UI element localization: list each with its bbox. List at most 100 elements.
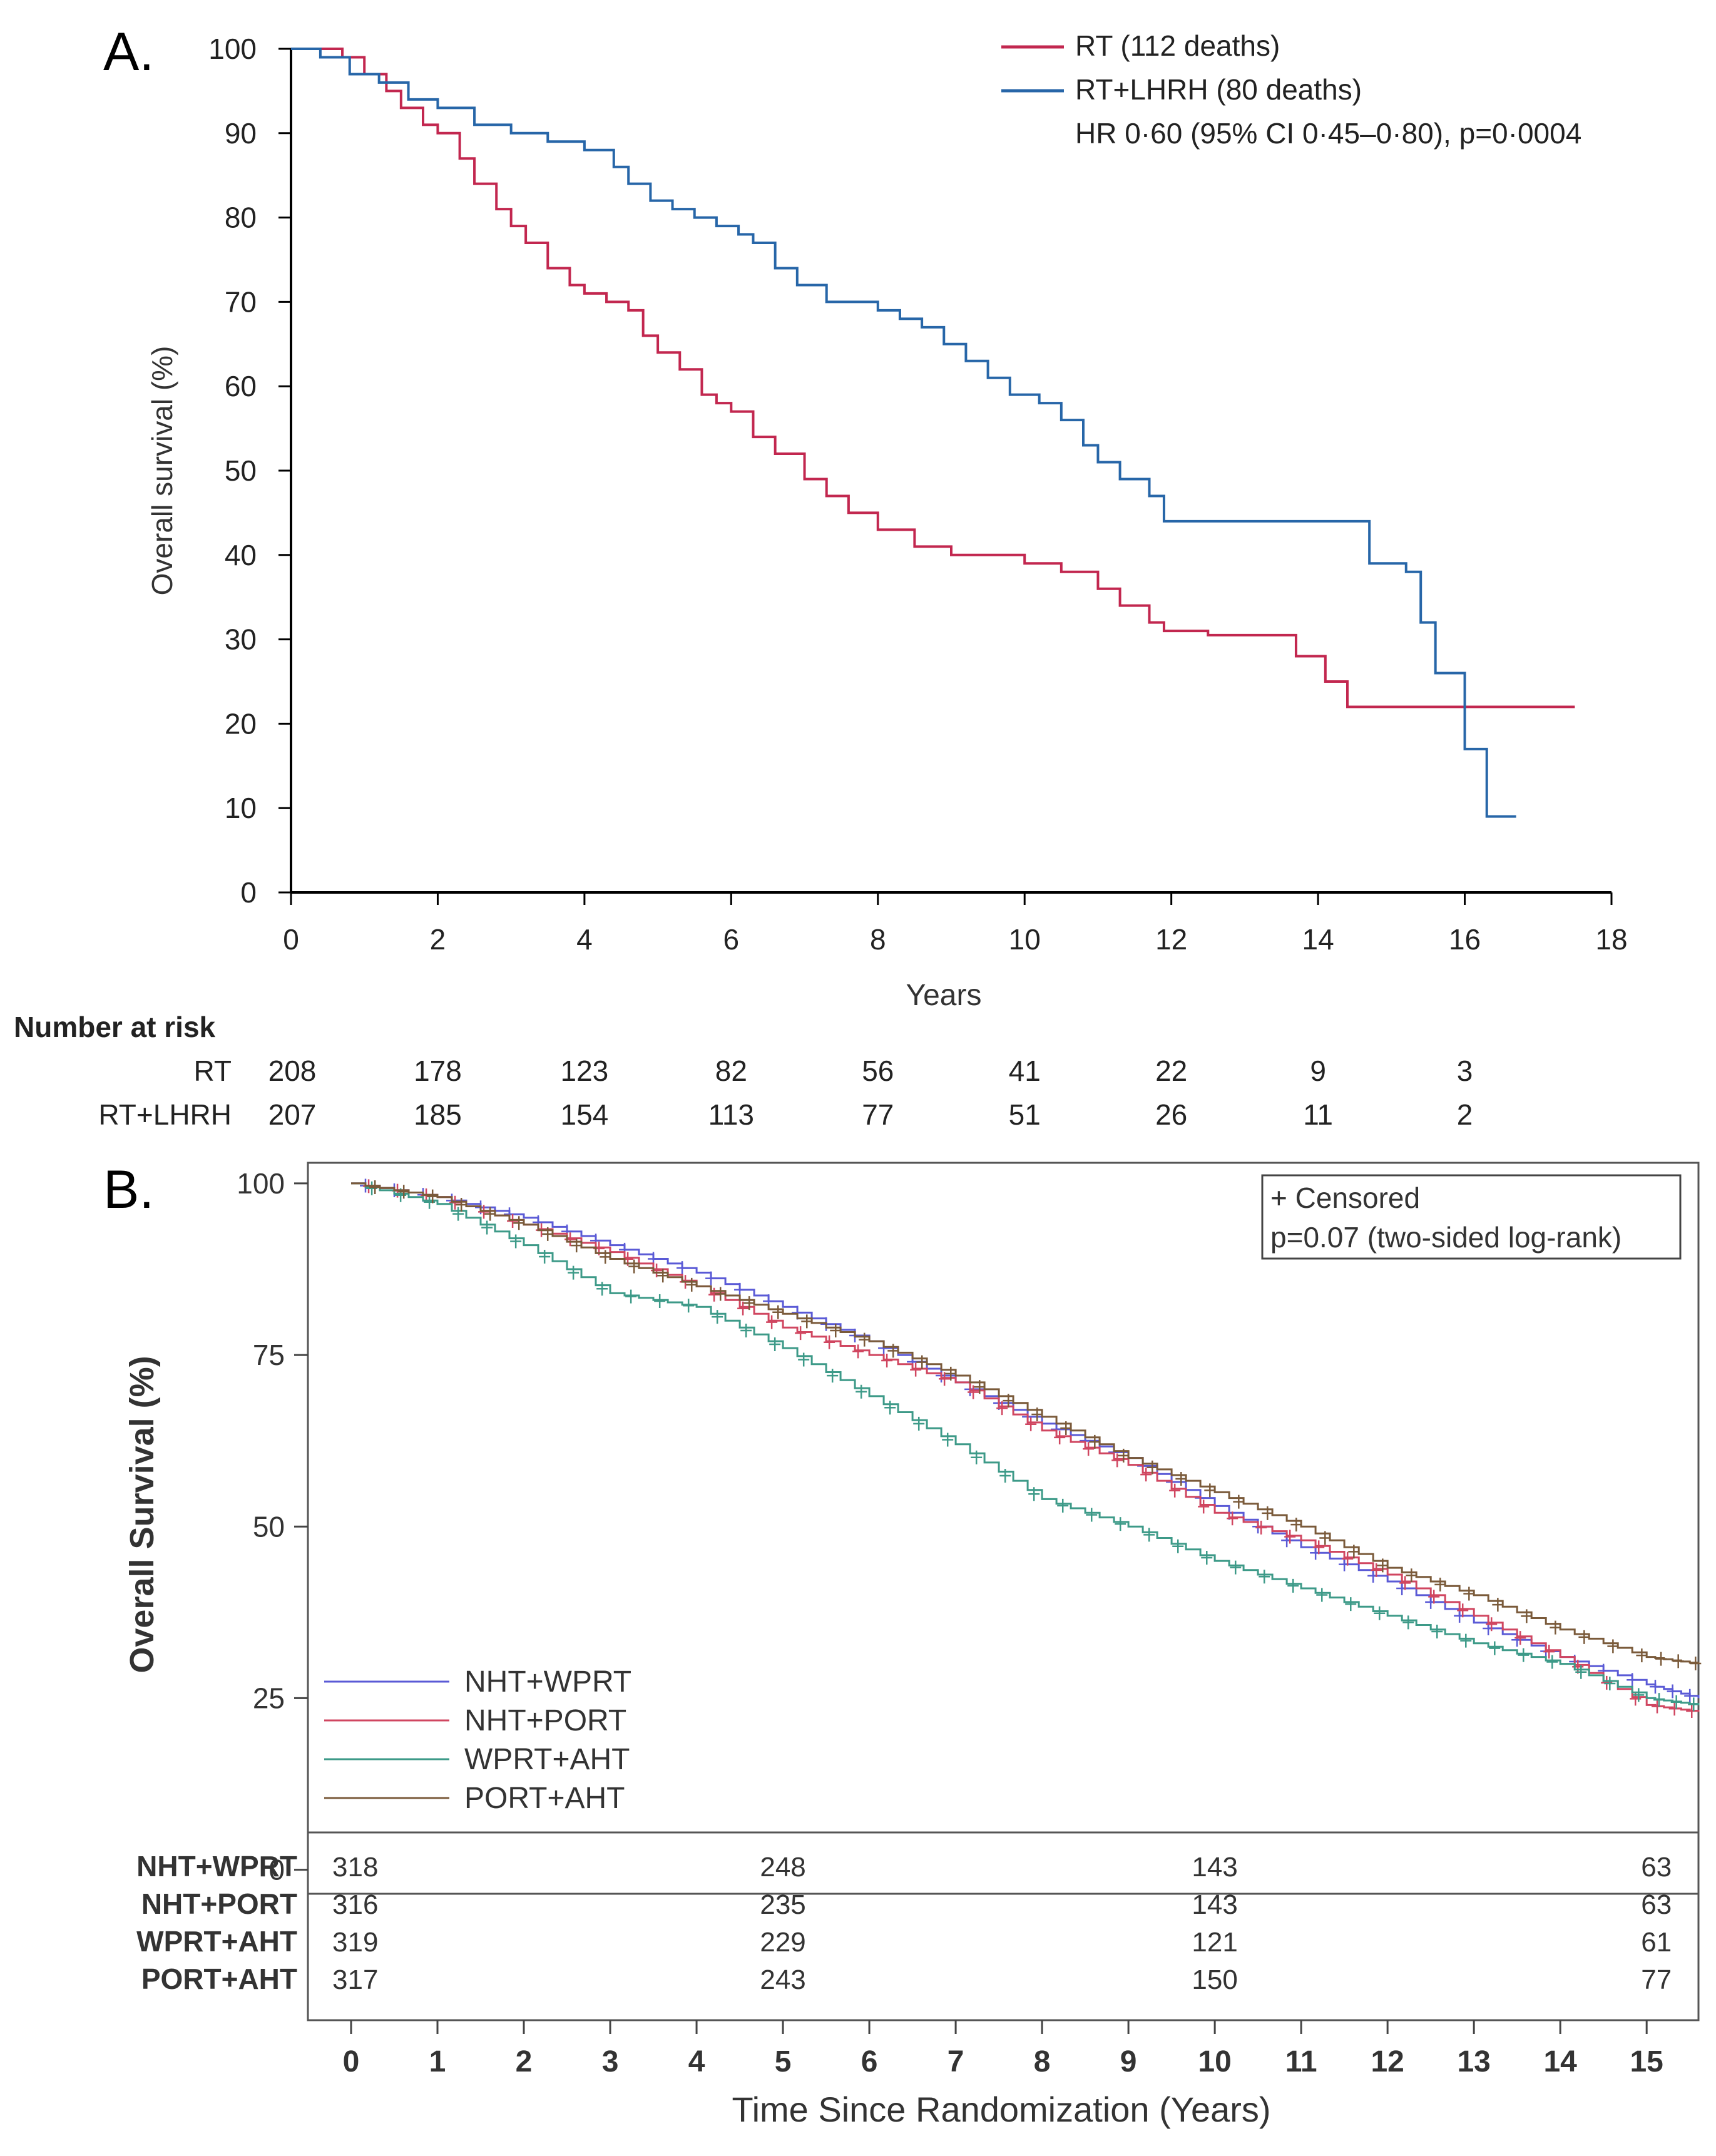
series-line-wprt-aht [351,1182,1700,1705]
risk-value-wprt-aht: 121 [1192,1927,1237,1958]
censor-mark [369,1180,381,1194]
censor-mark [1406,1568,1417,1583]
censor-mark [398,1185,410,1199]
risk-value-rt: 22 [1155,1055,1187,1087]
risk-row-label-rt-lhrh: RT+LHRH [98,1098,232,1131]
info-log-rank-p: p=0.07 (two-sided log-rank) [1270,1221,1622,1254]
risk-value-rt-lhrh: 11 [1303,1098,1333,1131]
censor-info-box: + Censored p=0.07 (two-sided log-rank) [1261,1174,1682,1260]
risk-value-nht-wprt: 63 [1641,1852,1672,1883]
censor-mark [1083,1442,1095,1456]
censor-mark [484,1207,496,1221]
y-tick-label: 40 [225,539,257,571]
y-tick-label: 50 [253,1510,285,1543]
series-line-nht-port [351,1182,1700,1712]
censor-mark [507,1214,519,1228]
x-tick-label: 12 [1371,2045,1404,2078]
x-tick-label: 0 [283,923,299,956]
x-tick-label: 11 [1285,2045,1317,2078]
censor-mark [1607,1639,1619,1653]
hazard-ratio-annotation: HR 0·60 (95% CI 0·45–0·80), p=0·0004 [1075,117,1581,150]
censor-mark [1457,1603,1469,1618]
censor-mark [1115,1517,1126,1531]
censor-mark [801,1314,813,1329]
risk-value-rt: 123 [561,1055,609,1087]
censor-mark [478,1205,490,1219]
x-tick-label: 4 [688,2045,705,2078]
risk-table-title: Number at risk [14,1011,216,1043]
risk-row-label-nht-port: NHT+PORT [141,1888,297,1920]
risk-value-rt-lhrh: 207 [268,1098,317,1131]
censor-mark [1003,1394,1014,1408]
y-tick-label: 30 [225,623,257,656]
risk-value-nht-wprt: 143 [1192,1852,1237,1883]
series-line-rt [291,48,1575,708]
censor-mark [798,1352,810,1367]
censor-mark [628,1259,640,1274]
risk-value-rt-lhrh: 77 [862,1098,894,1131]
censor-mark [1489,1641,1501,1655]
censor-mark [1670,1695,1682,1709]
censor-mark [1492,1598,1504,1612]
y-tick-label: 0 [268,1854,285,1886]
censor-mark [740,1324,752,1338]
censor-mark [481,1220,493,1235]
censor-mark [766,1315,778,1329]
y-tick-label: 60 [225,370,257,402]
panel-a-y-axis-title: Overall survival (%) [146,346,178,596]
x-tick-label: 3 [602,2045,619,2078]
x-tick-label: 8 [1034,2045,1051,2078]
censor-mark [1031,1408,1043,1422]
censor-mark [884,1401,896,1415]
risk-value-rt-lhrh: 154 [561,1098,609,1131]
censor-mark [1175,1472,1187,1486]
censor-mark [452,1207,464,1221]
risk-value-wprt-aht: 319 [332,1927,378,1958]
censor-mark [974,1380,986,1394]
censor-mark [677,1261,688,1275]
censor-mark [1653,1693,1665,1707]
risk-value-port-aht: 77 [1641,1964,1672,1995]
censor-mark [1550,1620,1561,1635]
censor-mark [456,1197,467,1212]
legend-label-port-aht: PORT+AHT [464,1782,625,1815]
censor-mark [881,1354,893,1367]
panel-a-plot-area [291,48,1575,818]
risk-row-label-wprt-aht: WPRT+AHT [136,1925,297,1958]
censor-mark [1227,1511,1238,1526]
y-tick-label: 20 [225,707,257,740]
risk-value-rt-lhrh: 26 [1155,1098,1187,1131]
censor-mark [945,1366,957,1381]
censor-mark [1287,1578,1299,1593]
censor-mark [942,1433,954,1447]
censor-mark [427,1189,439,1203]
risk-value-rt-lhrh: 185 [414,1098,462,1131]
censor-mark [1463,1586,1475,1601]
x-tick-label: 2 [516,2045,533,2078]
censor-mark [1546,1655,1558,1669]
censor-mark [1348,1545,1360,1559]
y-tick-label: 0 [240,876,257,909]
censor-mark [1143,1528,1155,1542]
risk-value-nht-port: 235 [760,1889,805,1920]
censor-mark [910,1362,922,1377]
censor-mark [1649,1680,1661,1694]
panel-a-x-ticks: 0 2 4 6 8 10 12 14 16 18 [283,892,1628,956]
censor-mark [1434,1577,1446,1591]
legend-label-rt-lhrh: RT+LHRH (80 deaths) [1075,73,1362,106]
legend-label-nht-port: NHT+PORT [464,1704,626,1737]
y-tick-label: 100 [237,1167,285,1200]
y-tick-label: 70 [225,285,257,318]
censor-mark [449,1195,461,1210]
censor-mark [1652,1699,1663,1714]
censor-mark [712,1310,723,1324]
series-wprt-aht [351,1181,1700,1712]
panel-a-legend: RT (112 deaths) RT+LHRH (80 deaths) HR 0… [1001,29,1581,150]
censor-mark [1578,1630,1590,1644]
risk-value-nht-wprt: 318 [332,1852,378,1883]
x-tick-label: 15 [1630,2045,1663,2078]
censor-mark [971,1450,983,1464]
censor-mark [705,1271,717,1285]
censor-mark [852,1344,864,1359]
